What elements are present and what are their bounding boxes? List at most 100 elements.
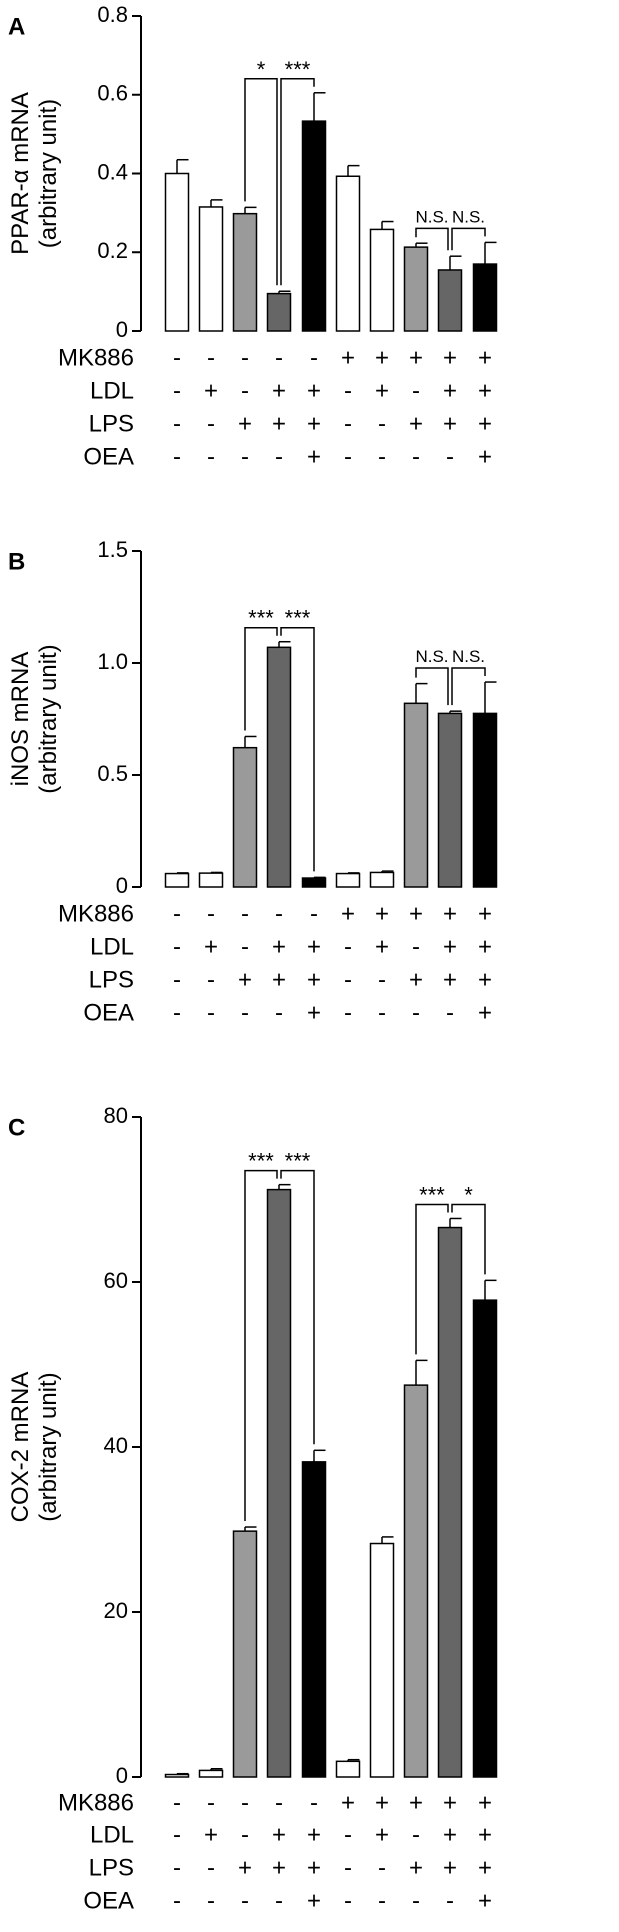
treatment-sign: - bbox=[275, 344, 283, 371]
bar bbox=[403, 246, 429, 332]
treatment-label-mk886: MK886 bbox=[58, 1789, 134, 1816]
treatment-sign: + bbox=[204, 933, 218, 960]
treatment-sign: + bbox=[307, 1854, 321, 1881]
treatment-sign: + bbox=[478, 1821, 492, 1848]
y-tick-label: 1.5 bbox=[97, 537, 128, 562]
treatment-sign: + bbox=[478, 344, 492, 371]
treatment-sign: - bbox=[344, 1887, 352, 1914]
treatment-sign: - bbox=[412, 933, 420, 960]
treatment-sign: + bbox=[204, 377, 218, 404]
treatment-sign: - bbox=[207, 410, 215, 437]
treatment-sign: - bbox=[344, 966, 352, 993]
treatment-sign: - bbox=[241, 933, 249, 960]
significance-bracket bbox=[415, 1203, 449, 1355]
y-tick-label: 80 bbox=[104, 1103, 128, 1128]
treatment-label-ldl: LDL bbox=[90, 933, 134, 960]
significance-label: *** bbox=[248, 1149, 274, 1174]
significance-label: *** bbox=[419, 1182, 445, 1207]
treatment-sign: - bbox=[173, 344, 181, 371]
panel-letter-A: A bbox=[8, 13, 25, 40]
treatment-sign: + bbox=[238, 966, 252, 993]
bar bbox=[198, 206, 224, 332]
significance-label: N.S. bbox=[452, 207, 485, 226]
y-tick-label: 0 bbox=[116, 873, 128, 898]
treatment-sign: + bbox=[409, 410, 423, 437]
y-tick-label: 0 bbox=[116, 1763, 128, 1788]
y-axis-label-unit: (arbitrary unit) bbox=[35, 1372, 62, 1521]
y-tick-label: 60 bbox=[104, 1268, 128, 1293]
treatment-sign: - bbox=[344, 443, 352, 470]
treatment-sign: + bbox=[375, 377, 389, 404]
treatment-sign: + bbox=[478, 900, 492, 927]
treatment-label-mk886: MK886 bbox=[58, 344, 134, 371]
y-tick-label: 0.8 bbox=[97, 2, 128, 27]
treatment-sign: + bbox=[238, 410, 252, 437]
treatment-sign: + bbox=[409, 966, 423, 993]
treatment-sign: + bbox=[478, 443, 492, 470]
treatment-sign: + bbox=[307, 443, 321, 470]
y-tick-label: 0.2 bbox=[97, 238, 128, 263]
treatment-sign: + bbox=[478, 1854, 492, 1881]
y-tick-label: 40 bbox=[104, 1433, 128, 1458]
treatment-sign: - bbox=[446, 1887, 454, 1914]
y-axis-label: iNOS mRNA bbox=[7, 652, 34, 787]
treatment-sign: + bbox=[443, 966, 457, 993]
treatment-sign: - bbox=[344, 933, 352, 960]
significance-label: *** bbox=[285, 1149, 311, 1174]
bar bbox=[301, 1461, 327, 1778]
treatment-sign: - bbox=[173, 1789, 181, 1816]
treatment-sign: + bbox=[443, 1789, 457, 1816]
treatment-sign: - bbox=[207, 1854, 215, 1881]
treatment-sign: - bbox=[344, 1821, 352, 1848]
treatment-sign: - bbox=[173, 1854, 181, 1881]
treatment-sign: + bbox=[478, 966, 492, 993]
bar bbox=[403, 1384, 429, 1778]
treatment-sign: + bbox=[238, 1854, 252, 1881]
significance-label: *** bbox=[285, 57, 311, 82]
treatment-sign: - bbox=[173, 443, 181, 470]
bar bbox=[198, 1769, 224, 1778]
treatment-sign: - bbox=[275, 1789, 283, 1816]
treatment-sign: - bbox=[241, 900, 249, 927]
bar bbox=[232, 746, 258, 888]
bar bbox=[164, 172, 190, 332]
treatment-sign: + bbox=[478, 1789, 492, 1816]
significance-bracket bbox=[415, 227, 449, 251]
treatment-sign: - bbox=[207, 443, 215, 470]
treatment-sign: - bbox=[173, 377, 181, 404]
bar bbox=[437, 712, 463, 888]
treatment-sign: + bbox=[307, 1887, 321, 1914]
bar bbox=[266, 1188, 292, 1778]
y-axis-label: PPAR-α mRNA bbox=[7, 92, 34, 255]
y-tick-label: 1.0 bbox=[97, 649, 128, 674]
bar bbox=[369, 228, 395, 332]
treatment-sign: + bbox=[272, 377, 286, 404]
bar bbox=[266, 646, 292, 888]
treatment-sign: - bbox=[310, 900, 318, 927]
treatment-sign: + bbox=[341, 900, 355, 927]
significance-label: N.S. bbox=[415, 647, 448, 666]
treatment-sign: + bbox=[443, 1821, 457, 1848]
treatment-sign: - bbox=[173, 1887, 181, 1914]
treatment-label-lps: LPS bbox=[89, 966, 134, 993]
bar bbox=[437, 269, 463, 332]
treatment-sign: - bbox=[344, 1854, 352, 1881]
treatment-sign: - bbox=[275, 1887, 283, 1914]
panel-letter-C: C bbox=[8, 1114, 25, 1141]
treatment-sign: + bbox=[375, 1789, 389, 1816]
treatment-sign: + bbox=[204, 1821, 218, 1848]
treatment-label-ldl: LDL bbox=[90, 377, 134, 404]
treatment-label-lps: LPS bbox=[89, 410, 134, 437]
treatment-sign: - bbox=[446, 999, 454, 1026]
significance-label: * bbox=[257, 57, 266, 82]
significance-label: *** bbox=[248, 606, 274, 631]
significance-label: * bbox=[464, 1182, 473, 1207]
treatment-sign: + bbox=[443, 1854, 457, 1881]
treatment-sign: + bbox=[272, 1821, 286, 1848]
treatment-sign: - bbox=[241, 1887, 249, 1914]
treatment-sign: + bbox=[478, 999, 492, 1026]
treatment-sign: + bbox=[307, 999, 321, 1026]
treatment-label-ldl: LDL bbox=[90, 1821, 134, 1848]
bar bbox=[369, 871, 395, 888]
treatment-sign: - bbox=[344, 410, 352, 437]
